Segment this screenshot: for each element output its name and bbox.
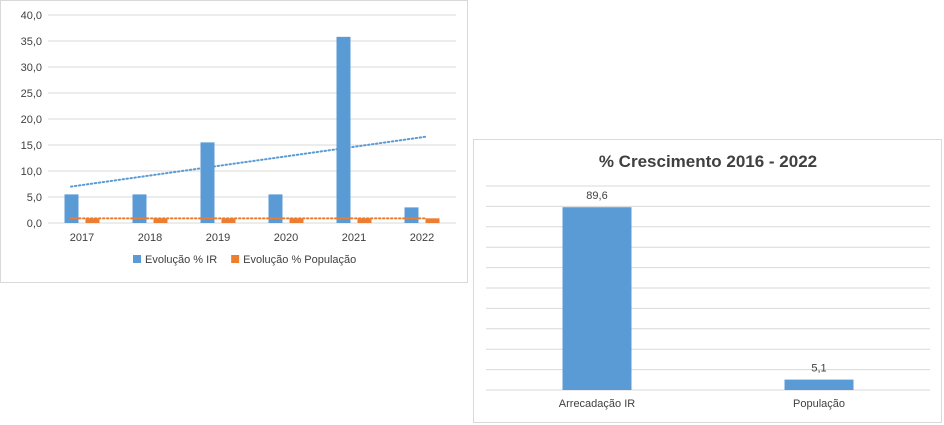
- chart-title: % Crescimento 2016 - 2022: [599, 152, 817, 171]
- ir-bar: [336, 36, 351, 224]
- populacao-bar: [784, 379, 854, 390]
- growth-chart-panel: % Crescimento 2016 - 2022 89,6 Arrecadação…: [473, 139, 942, 423]
- y-tick-label: 15,0: [21, 140, 42, 152]
- y-tick-label: 30,0: [21, 62, 42, 74]
- x-tick-label: 2018: [138, 232, 162, 244]
- population-bar: [357, 218, 372, 223]
- data-label: 5,1: [811, 363, 826, 375]
- legend-swatch: [133, 255, 141, 263]
- ir-bar: [132, 194, 147, 223]
- y-tick-label: 5,0: [27, 192, 42, 204]
- population-bar: [425, 218, 440, 223]
- evolution-chart-panel: 0,0 5,0 10,0 15,0 20,0 25,0 30,0 35,0 40,0 2017 20…: [0, 0, 468, 283]
- x-tick-label: 2021: [342, 232, 366, 244]
- data-label: 89,6: [586, 190, 607, 202]
- y-tick-label: 25,0: [21, 88, 42, 100]
- y-tick-label: 35,0: [21, 36, 42, 48]
- ir-trendline: [70, 135, 427, 188]
- y-tick-label: 20,0: [21, 114, 42, 126]
- growth-chart: % Crescimento 2016 - 2022 89,6 Arrecadação…: [486, 152, 930, 410]
- legend-entry: Evolução % População: [243, 254, 356, 266]
- y-tick-label: 40,0: [21, 10, 42, 22]
- x-tick-label: População: [793, 398, 845, 410]
- x-tick-label: 2019: [206, 232, 230, 244]
- x-tick-label: 2017: [70, 232, 94, 244]
- ir-bar: [64, 194, 79, 223]
- ir-bar: [268, 194, 283, 223]
- population-bar: [153, 218, 168, 223]
- legend-swatch: [231, 255, 240, 263]
- x-tick-label: Arrecadação IR: [559, 398, 635, 410]
- y-tick-label: 10,0: [21, 166, 42, 178]
- legend-entry: Evolução % IR: [145, 254, 217, 266]
- ir-bar: [404, 207, 419, 223]
- y-tick-label: 0,0: [27, 218, 42, 230]
- population-bar: [85, 218, 100, 223]
- x-tick-label: 2020: [274, 232, 298, 244]
- arrecadacao-ir-bar: [562, 207, 632, 390]
- population-bar: [221, 218, 236, 223]
- evolution-chart: 0,0 5,0 10,0 15,0 20,0 25,0 30,0 35,0 40,0 2017 20…: [21, 10, 456, 266]
- x-tick-label: 2022: [410, 232, 434, 244]
- ir-bar: [200, 142, 215, 223]
- population-bar: [289, 218, 304, 223]
